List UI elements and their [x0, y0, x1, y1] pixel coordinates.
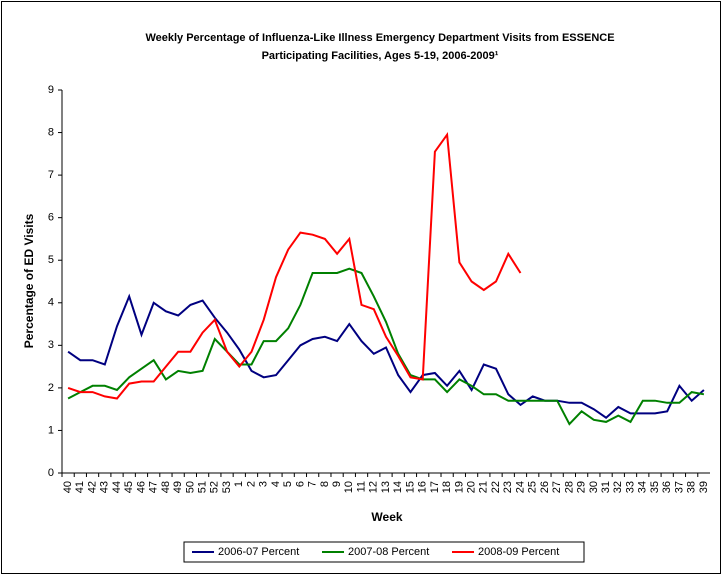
x-tick-label: 22: [490, 481, 502, 493]
x-tick-label: 6: [294, 481, 306, 487]
series-line: [67, 267, 705, 426]
x-tick-label: 39: [698, 481, 710, 493]
x-tick-label: 48: [160, 481, 172, 493]
x-tick-label: 1: [233, 481, 245, 487]
x-tick-label: 12: [368, 481, 380, 493]
x-tick-label: 14: [392, 481, 404, 493]
x-tick-label: 28: [563, 481, 575, 493]
x-tick-label: 18: [441, 481, 453, 493]
legend-box: [183, 541, 585, 563]
x-tick-label: 33: [624, 481, 636, 493]
chart-title: Participating Facilities, Ages 5-19, 200…: [262, 50, 499, 62]
y-tick-label: 6: [48, 212, 54, 224]
legend-label: 2008-09 Percent: [478, 546, 559, 558]
x-tick-label: 26: [539, 481, 551, 493]
x-tick-label: 45: [123, 481, 135, 493]
x-tick-label: 2: [245, 481, 257, 487]
y-axis-title: Percentage of ED Visits: [22, 213, 36, 348]
x-tick-label: 42: [86, 481, 98, 493]
x-tick-label: 30: [588, 481, 600, 493]
x-tick-label: 47: [148, 481, 160, 493]
x-tick-label: 8: [319, 481, 331, 487]
x-tick-label: 7: [307, 481, 319, 487]
x-tick-label: 24: [514, 481, 526, 493]
x-tick-label: 19: [453, 481, 465, 493]
y-tick-label: 8: [48, 126, 54, 138]
x-tick-label: 34: [637, 481, 649, 493]
x-axis-title: Week: [371, 510, 402, 524]
chart-title: Weekly Percentage of Influenza-Like Illn…: [145, 32, 614, 44]
y-tick-label: 4: [48, 297, 54, 309]
legend-label: 2007-08 Percent: [348, 546, 429, 558]
x-tick-label: 5: [282, 481, 294, 487]
x-tick-label: 51: [197, 481, 209, 493]
x-tick-label: 21: [478, 481, 490, 493]
y-tick-label: 3: [48, 339, 54, 351]
x-tick-label: 41: [74, 481, 86, 493]
legend-label: 2006-07 Percent: [218, 546, 299, 558]
x-tick-label: 11: [355, 481, 367, 492]
series-line: [67, 131, 522, 400]
x-tick-label: 37: [673, 481, 685, 493]
x-tick-label: 15: [404, 481, 416, 493]
x-tick-label: 49: [172, 481, 184, 493]
x-tick-label: 20: [465, 481, 477, 493]
x-tick-label: 38: [686, 481, 698, 493]
x-tick-label: 10: [343, 481, 355, 493]
x-tick-label: 31: [600, 481, 612, 493]
x-tick-label: 27: [551, 481, 563, 493]
y-tick-label: 1: [48, 424, 54, 436]
x-tick-label: 53: [221, 481, 233, 493]
x-tick-label: 50: [184, 481, 196, 493]
y-tick-label: 9: [48, 84, 54, 96]
y-tick-label: 5: [48, 254, 54, 266]
x-tick-label: 44: [111, 481, 123, 493]
x-tick-label: 9: [331, 481, 343, 487]
x-tick-label: 4: [270, 481, 282, 487]
x-tick-label: 35: [649, 481, 661, 493]
x-tick-label: 29: [576, 481, 588, 493]
x-tick-label: 32: [612, 481, 624, 493]
y-tick-label: 7: [48, 169, 54, 181]
x-tick-label: 46: [135, 481, 147, 493]
x-tick-label: 43: [99, 481, 111, 493]
x-tick-label: 23: [502, 481, 514, 493]
x-tick-label: 25: [527, 481, 539, 493]
x-tick-label: 52: [209, 481, 221, 493]
x-tick-label: 17: [429, 481, 441, 493]
y-tick-label: 2: [48, 382, 54, 394]
x-tick-label: 13: [380, 481, 392, 493]
x-tick-label: 36: [661, 481, 673, 493]
x-tick-label: 16: [417, 481, 429, 493]
x-tick-label: 3: [258, 481, 270, 487]
x-tick-label: 40: [62, 481, 74, 493]
y-tick-label: 0: [48, 467, 54, 479]
series-line: [67, 293, 705, 419]
